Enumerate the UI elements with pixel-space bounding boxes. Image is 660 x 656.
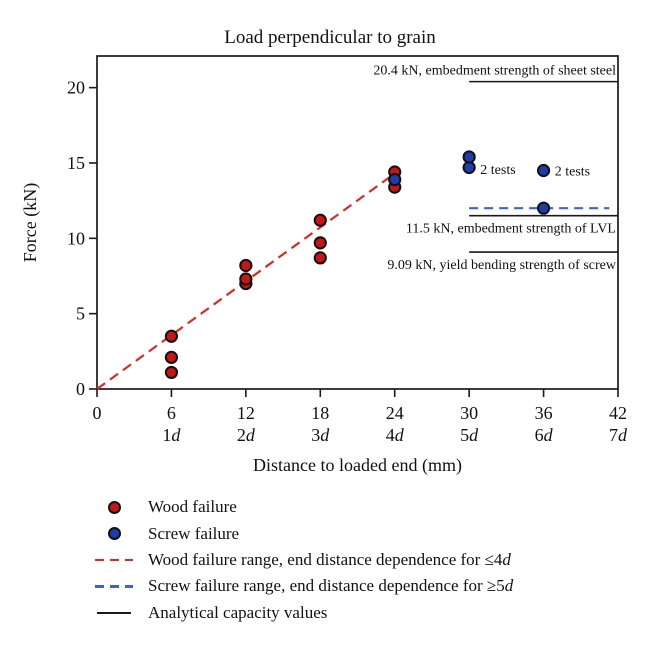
x-tick-label: 24 (386, 403, 404, 423)
x-axis-label: Distance to loaded end (mm) (253, 455, 462, 476)
x-tick-label: 6 (167, 403, 176, 423)
legend-dashed-line-icon (95, 558, 133, 562)
x-subtick-label: 5d (460, 425, 479, 445)
x-tick-label: 36 (535, 403, 553, 423)
legend-solid-line-icon (95, 611, 133, 614)
tests-annotation: 2 tests (555, 165, 590, 180)
data-point (313, 251, 327, 265)
legend-marker-dot-icon (107, 500, 121, 514)
legend-row: Analytical capacity values (95, 600, 513, 626)
x-subtick-num: 7 (609, 425, 618, 445)
legend-label-italic-d: d (502, 549, 511, 569)
data-point (536, 201, 551, 215)
y-axis-label: Force (kN) (20, 183, 41, 262)
x-subtick-label: 6d (535, 425, 554, 445)
x-subtick-d: d (469, 425, 479, 445)
data-point (313, 236, 327, 250)
data-point (164, 350, 179, 364)
x-subtick-d: d (544, 425, 554, 445)
legend-label: Screw failure (148, 524, 239, 544)
legend-row: Screw failure range, end distance depend… (95, 573, 513, 599)
data-point (164, 329, 179, 343)
chart-title: Load perpendicular to grain (224, 27, 436, 48)
point-annotations: 2 tests 2 tests (480, 163, 590, 180)
legend-label: Screw failure range, end distance depend… (148, 576, 513, 596)
series-wood-failure (164, 165, 402, 380)
tests-annotation: 2 tests (480, 163, 515, 178)
legend-marker-dot-icon (95, 500, 133, 514)
y-tick-label: 10 (67, 228, 85, 248)
legend-label: Wood failure range, end distance depende… (148, 550, 511, 570)
plot-border (96, 55, 619, 390)
x-tick-label: 0 (93, 403, 102, 423)
x-subtick-label: 7d (609, 425, 628, 445)
x-subtick-num: 6 (535, 425, 544, 445)
legend-label-text: Analytical capacity values (148, 602, 328, 622)
y-tick-label: 15 (67, 153, 85, 173)
x-subtick-d: d (246, 425, 256, 445)
x-subtick-d: d (171, 425, 181, 445)
series-screw-failure (388, 150, 551, 215)
legend-marker-dot-icon (95, 527, 133, 541)
y-tick-label: 20 (67, 78, 85, 98)
x-subtick-label: 3d (311, 425, 330, 445)
capacity-line-label: 11.5 kN, embedment strength of LVL (406, 222, 616, 237)
x-subtick-num: 3 (311, 425, 320, 445)
capacity-lines: 20.4 kN, embedment strength of sheet ste… (373, 64, 618, 273)
data-point (313, 213, 327, 227)
x-tick-label: 30 (460, 403, 478, 423)
capacity-line-label: 9.09 kN, yield bending strength of screw (387, 258, 617, 273)
x-tick-label: 18 (311, 403, 329, 423)
legend-label: Analytical capacity values (148, 603, 327, 623)
legend-row: Wood failure range, end distance depende… (95, 547, 513, 573)
x-subtick-num: 5 (460, 425, 469, 445)
data-point (164, 365, 179, 380)
x-subtick-d: d (320, 425, 330, 445)
y-tick-label: 5 (76, 304, 85, 324)
legend-label-text: Wood failure (148, 497, 237, 517)
legend-dashed-line-icon (95, 558, 133, 562)
legend-label: Wood failure (148, 497, 237, 517)
legend-solid-line-icon (97, 611, 131, 614)
y-tick-label: 0 (76, 379, 85, 399)
legend-row: Screw failure (95, 520, 513, 546)
x-subtick-num: 4 (386, 425, 395, 445)
capacity-line-label: 20.4 kN, embedment strength of sheet ste… (373, 64, 616, 79)
data-point (536, 163, 551, 178)
x-tick-label: 12 (237, 403, 255, 423)
legend: Wood failure Screw failure Wood failure ra… (95, 494, 513, 626)
legend-label-text: Screw failure (148, 523, 240, 543)
data-point (239, 272, 253, 286)
data-point (462, 150, 476, 164)
legend-marker-dot-icon (107, 527, 121, 541)
data-point (239, 258, 253, 273)
legend-label-text: Screw failure range, end distance depend… (148, 576, 505, 596)
x-subtick-num: 1 (162, 425, 171, 445)
x-subtick-label: 4d (386, 425, 405, 445)
legend-label-italic-d: d (504, 576, 514, 596)
x-subtick-label: 1d (162, 425, 181, 445)
x-subtick-d: d (395, 425, 405, 445)
legend-label-text: Wood failure range, end distance depende… (148, 549, 503, 569)
legend-row: Wood failure (95, 494, 513, 520)
x-subtick-num: 2 (237, 425, 246, 445)
legend-dashed-line-icon (95, 585, 133, 588)
x-tick-label: 42 (609, 403, 627, 423)
legend-dashed-line-icon (95, 585, 133, 588)
x-subtick-d: d (618, 425, 628, 445)
x-subtick-label: 2d (237, 425, 256, 445)
y-axis: 0 5 10 15 20 Force (kN) (20, 78, 97, 399)
data-point (388, 172, 402, 187)
data-point (462, 160, 476, 175)
